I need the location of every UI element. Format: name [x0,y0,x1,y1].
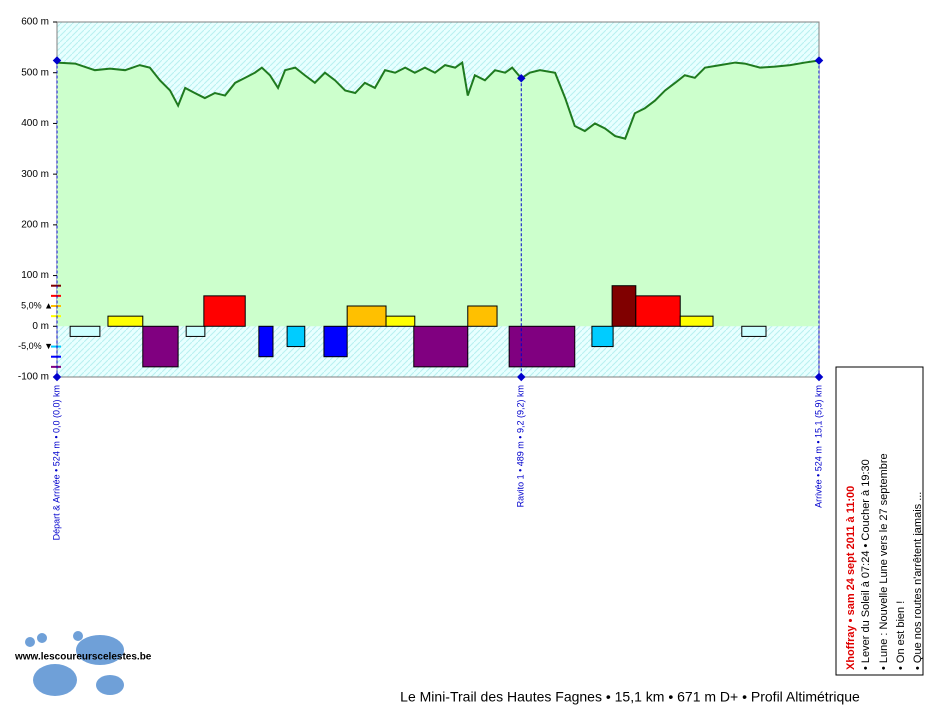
info-title: Xhoffray • sam 24 sept 2011 à 11:00 [845,486,857,670]
y-tick-label: 400 m [21,118,49,129]
chart-title: Le Mini-Trail des Hautes Fagnes • 15,1 k… [400,689,860,705]
gradient-bar [413,325,469,368]
gradient-bar [679,315,714,327]
y-tick-label: 600 m [21,17,49,28]
gradient-bar [107,315,144,327]
info-line: • Lever du Soleil à 07:24 • Coucher à 19… [860,459,872,670]
gradient-bar [69,325,101,337]
y-tick-label: -100 m [18,372,49,383]
gradient-bar [203,295,246,327]
info-box [835,366,924,676]
gradient-bar [385,315,416,327]
y-tick-label: 100 m [21,270,49,281]
logo-text: www.lescoureurscelestes.be [14,652,152,663]
y-tick-label: 200 m [21,219,49,230]
gradient-bar [258,325,274,358]
info-line: • Que nos routes n'arrêtent jamais ... [912,492,924,670]
y-tick-label: 300 m [21,169,49,180]
gradient-bar [741,325,767,337]
info-line: • Lune : Nouvelle Lune vers le 27 septem… [878,453,890,670]
gradient-bar [635,295,681,327]
marker-foot [517,372,526,382]
marker-label: Départ & Arrivée • 524 m • 0,0 (0,0) km [51,385,61,540]
elevation-line [56,59,820,140]
marker-foot [814,372,824,382]
gradient-bar [323,325,348,358]
gradient-bar [611,285,637,327]
gradient-bar [185,325,206,337]
gradient-bar [467,305,498,327]
gradient-bar [142,325,179,368]
info-line: • On est bien ! [895,601,907,670]
y2-tick-label: 5,0% ▲ [21,300,53,310]
logo: www.lescoureurscelestes.be [14,630,152,702]
marker-point [52,56,62,65]
marker-foot [52,372,62,382]
marker-label: Arrivée • 524 m • 15,1 (5,9) km [813,385,823,508]
y-tick-label: 500 m [21,67,49,78]
gradient-bar [346,305,387,327]
y-tick-label: 0 m [32,321,49,332]
gradient-bar [286,325,306,348]
gradient-bar [508,325,576,368]
y2-tick-label: -5,0% ▼ [18,341,53,351]
marker-label: Ravito 1 • 489 m • 9,2 (9,2) km [516,385,526,507]
gradient-bar [591,325,614,348]
elevation-area [57,60,819,327]
